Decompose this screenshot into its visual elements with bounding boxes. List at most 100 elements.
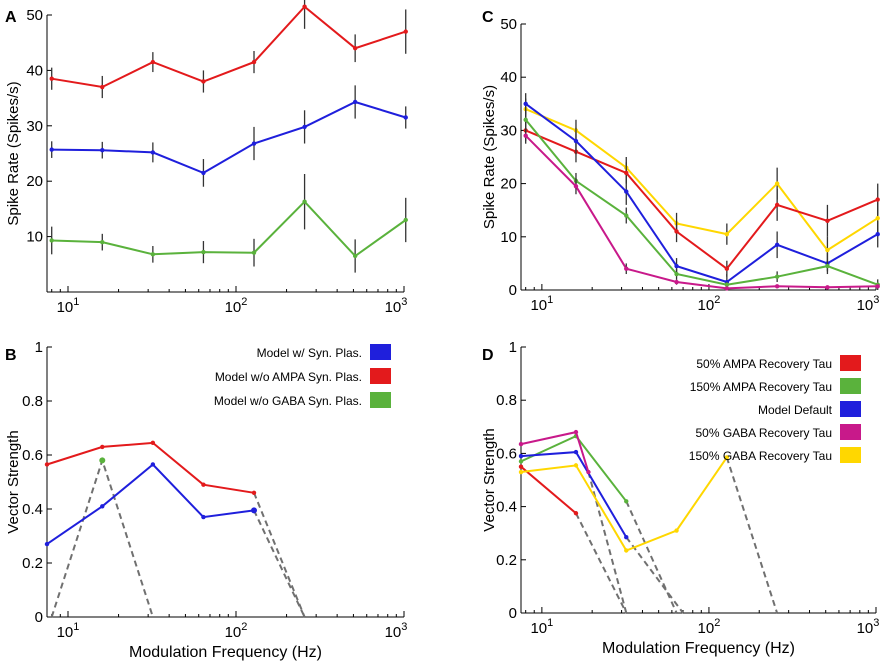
x-tick-label: 103 — [385, 296, 408, 316]
series — [49, 173, 408, 273]
data-point — [674, 229, 679, 234]
legend-label: Model w/o GABA Syn. Plas. — [214, 394, 362, 408]
data-point — [352, 46, 358, 51]
y-axis-label: Vector Strength — [481, 428, 498, 531]
x-tick-label: 103 — [857, 617, 880, 637]
legend-swatch — [370, 368, 391, 384]
x-tick-label: 102 — [698, 617, 721, 637]
y-axis-label: Spike Rate (Spikes/s) — [5, 81, 22, 225]
data-point — [403, 29, 408, 34]
series — [518, 429, 591, 475]
data-point — [100, 504, 105, 509]
data-point — [352, 99, 358, 105]
data-point — [100, 239, 105, 245]
y-tick-label: 40 — [500, 69, 517, 86]
legend-label: Model w/ Syn. Plas. — [257, 346, 362, 360]
data-point — [201, 170, 206, 176]
y-tick-label: 0 — [509, 605, 517, 622]
data-point — [674, 279, 679, 285]
y-tick-label: 10 — [26, 229, 43, 246]
legend-label: 150% AMPA Recovery Tau — [690, 380, 832, 394]
panel-letter: B — [5, 347, 17, 364]
data-point — [302, 199, 307, 204]
data-point — [573, 449, 579, 455]
data-point — [825, 285, 830, 290]
data-point — [724, 282, 730, 287]
legend-swatch — [840, 355, 861, 371]
y-tick-label: 0.4 — [22, 501, 43, 518]
data-point — [251, 141, 257, 146]
series — [44, 440, 257, 495]
series — [523, 127, 880, 291]
y-tick-label: 0.6 — [496, 445, 517, 462]
data-point — [99, 457, 106, 464]
data-point — [201, 79, 206, 84]
data-point — [523, 101, 528, 107]
series — [518, 464, 579, 516]
legend-swatch — [840, 401, 861, 417]
data-point — [573, 184, 579, 189]
data-point — [403, 115, 408, 120]
data-point — [150, 462, 156, 467]
y-tick-label: 20 — [26, 173, 43, 190]
data-point — [825, 263, 830, 269]
series-line — [51, 5, 407, 89]
panel-D: 0 0.2 0.4 0.6 0.8 1 101 102 103 D Vector Strength M… — [481, 339, 879, 657]
series — [518, 449, 629, 540]
series-line — [524, 119, 879, 286]
x-tick-label: 102 — [225, 296, 248, 316]
data-point — [518, 464, 524, 469]
data-point — [100, 84, 105, 90]
legend-swatch — [840, 447, 861, 463]
data-point — [150, 440, 156, 446]
y-axis-label: Vector Strength — [5, 430, 22, 533]
legend: 50% AMPA Recovery Tau 150% AMPA Recovery … — [689, 355, 861, 463]
data-point — [251, 490, 257, 495]
legend-label: Model Default — [758, 403, 833, 417]
data-point — [573, 429, 579, 435]
dashed-line — [253, 509, 306, 618]
data-point — [403, 217, 408, 223]
legend: Model w/ Syn. Plas. Model w/o AMPA Syn. P… — [214, 344, 391, 408]
data-point — [573, 511, 579, 516]
y-tick-label: 0 — [35, 609, 43, 626]
series-line — [520, 434, 628, 502]
series-line — [525, 102, 879, 284]
data-point — [875, 215, 880, 221]
y-tick-label: 0.8 — [496, 392, 517, 409]
data-point — [352, 253, 358, 259]
data-point — [49, 147, 54, 152]
x-axis-label: Modulation Frequency (Hz) — [129, 644, 322, 661]
y-tick-label: 10 — [500, 229, 517, 246]
series-line — [520, 456, 728, 552]
y-tick-label: 0.8 — [22, 393, 43, 410]
series — [518, 455, 730, 553]
series — [523, 93, 880, 290]
dashed-line — [253, 492, 306, 618]
y-tick-label: 0.2 — [22, 555, 43, 572]
series — [523, 98, 880, 264]
data-point — [49, 238, 54, 243]
data-point — [724, 455, 730, 460]
series — [49, 0, 408, 99]
data-point — [825, 218, 830, 224]
y-tick-label: 0.4 — [496, 499, 517, 516]
series-line — [524, 134, 878, 290]
y-tick-label: 50 — [500, 16, 517, 33]
legend-swatch — [370, 392, 391, 408]
data-point — [201, 482, 206, 487]
series-line — [525, 129, 879, 271]
series-line — [525, 108, 879, 252]
y-tick-label: 20 — [500, 176, 517, 193]
data-point — [774, 181, 780, 186]
data-point — [624, 534, 629, 540]
series — [49, 85, 408, 187]
data-point — [518, 469, 524, 475]
series-line — [51, 100, 406, 175]
data-point — [875, 197, 880, 202]
data-point — [44, 462, 50, 467]
data-point — [44, 541, 50, 547]
x-tick-label: 101 — [57, 621, 80, 641]
data-point — [251, 250, 257, 255]
